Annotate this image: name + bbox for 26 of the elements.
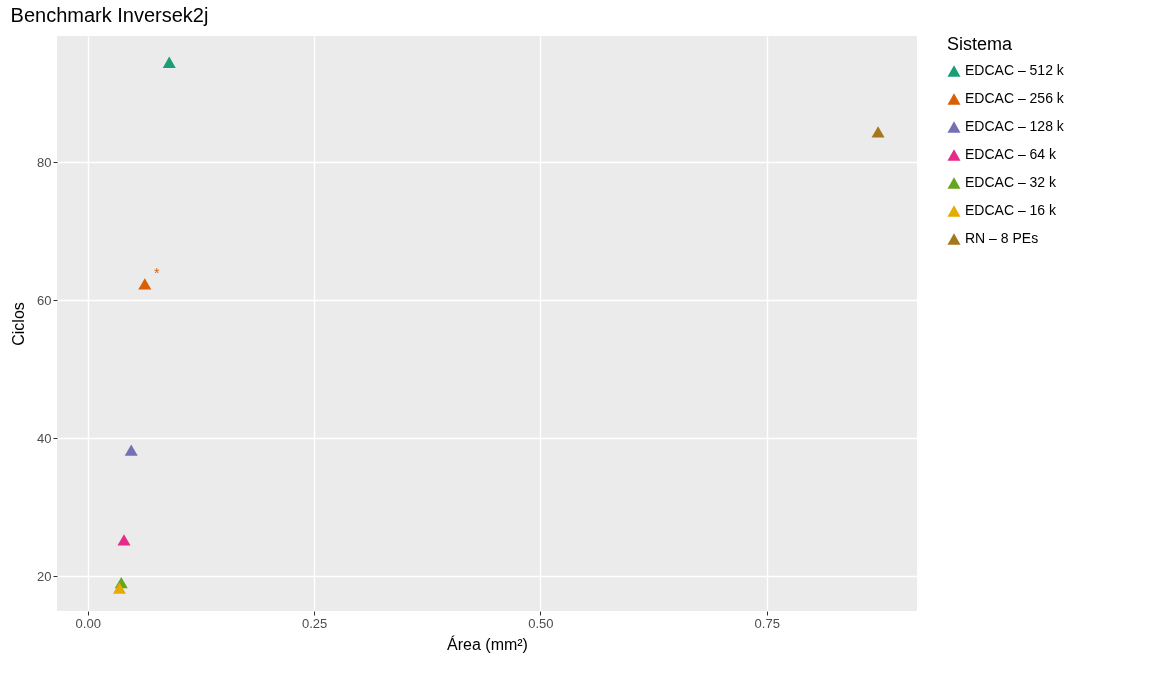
point bbox=[871, 126, 885, 138]
x-tick-label: 0.00 bbox=[75, 615, 101, 631]
x-tick-label: 0.25 bbox=[301, 615, 328, 631]
legend-label: RN – 8 PEs bbox=[965, 230, 1039, 246]
y-tick-label: 60 bbox=[37, 292, 52, 308]
legend-label: EDCAC – 128 k bbox=[965, 118, 1065, 134]
x-tick-label: 0.50 bbox=[528, 615, 554, 631]
y-tick-label: 40 bbox=[37, 430, 52, 446]
y-tick-label: 20 bbox=[37, 568, 52, 584]
point bbox=[117, 534, 131, 546]
x-axis-title: Área (mm²) bbox=[447, 634, 528, 653]
annotation: * bbox=[154, 264, 161, 281]
legend-label: EDCAC – 512 k bbox=[965, 62, 1065, 78]
legend-title: Sistema bbox=[947, 34, 1014, 54]
x-tick-label: 0.75 bbox=[754, 615, 780, 631]
chart-title: Benchmark Inversek2j bbox=[10, 4, 209, 26]
point bbox=[138, 278, 152, 290]
point bbox=[162, 56, 176, 68]
point bbox=[124, 444, 138, 456]
legend-label: EDCAC – 256 k bbox=[965, 90, 1065, 106]
point bbox=[112, 582, 126, 594]
y-axis-title: Ciclos bbox=[10, 302, 28, 346]
legend-label: EDCAC – 32 k bbox=[965, 174, 1058, 190]
legend-label: EDCAC – 64 k bbox=[965, 146, 1058, 162]
legend-label: EDCAC – 16 k bbox=[965, 202, 1058, 218]
y-tick-label: 80 bbox=[37, 154, 52, 170]
